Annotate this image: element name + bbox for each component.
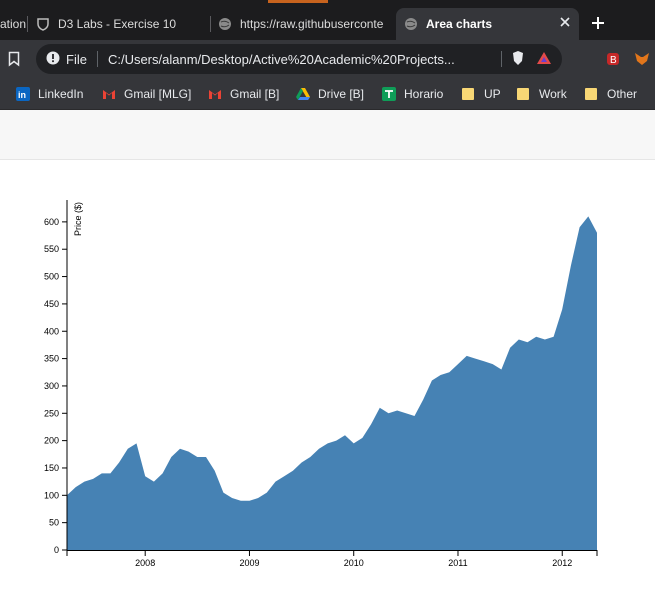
y-tick-label: 200 (44, 436, 59, 446)
x-tick-label: 2008 (135, 558, 155, 568)
bookmark-label: Gmail [MLG] (124, 87, 192, 101)
plot-area (67, 216, 597, 550)
y-tick: 250 (44, 408, 67, 418)
svg-text:in: in (18, 90, 26, 100)
y-axis: 0 50 100 150 200 250 300 350 400 450 500 550 600 (44, 200, 68, 555)
x-tick-label: 2010 (344, 558, 364, 568)
svg-text:B: B (610, 55, 617, 66)
bookmark-linkedin[interactable]: in LinkedIn (16, 84, 83, 104)
y-tick-label: 50 (49, 518, 59, 528)
x-tick: 2011 (448, 550, 468, 568)
drive-icon (296, 87, 310, 101)
y-tick-label: 0 (54, 545, 59, 555)
site-info-label[interactable]: File (66, 51, 87, 67)
x-axis: 2008 2009 2010 2011 2012 (66, 550, 598, 568)
x-tick-label: 2009 (239, 558, 259, 568)
shield-favicon-icon (36, 17, 50, 31)
sheets-icon (382, 87, 396, 101)
address-bar[interactable]: File C:/Users/alanm/Desktop/Active%20Aca… (36, 44, 562, 74)
omnibox-divider (501, 51, 502, 67)
folder-icon (585, 87, 599, 101)
info-icon[interactable] (46, 51, 60, 68)
tab-label: https://raw.githubuserconte (240, 17, 384, 31)
bookmark-gmail-b[interactable]: Gmail [B] (208, 84, 279, 104)
tab-separator (27, 16, 28, 32)
bookmark-drive-b[interactable]: Drive [B] (296, 84, 364, 104)
tab-strip: ation D3 Labs - Exercise 10 https://raw.… (0, 0, 655, 40)
url-text[interactable]: C:/Users/alanm/Desktop/Active%20Academic… (107, 51, 455, 67)
folder-icon (517, 87, 531, 101)
tab-label: Area charts (426, 17, 493, 31)
brave-rewards-icon[interactable] (536, 50, 552, 69)
browser-toolbar: File C:/Users/alanm/Desktop/Active%20Aca… (0, 40, 655, 78)
globe-favicon-icon (404, 17, 418, 31)
bookmark-label: LinkedIn (38, 87, 84, 101)
bookmark-folder-work[interactable]: Work (517, 84, 567, 104)
linkedin-icon: in (16, 87, 30, 101)
tab-raw-github[interactable]: https://raw.githubuserconte (218, 8, 390, 40)
x-tick-label: 2012 (552, 558, 572, 568)
y-tick-label: 300 (44, 381, 59, 391)
y-tick: 600 (44, 217, 67, 227)
tab-separator (210, 16, 211, 32)
y-tick: 200 (44, 436, 67, 446)
extension-b-icon[interactable]: B (606, 52, 620, 71)
bookmark-label: Gmail [B] (230, 87, 280, 101)
y-axis-label: Price ($) (73, 202, 83, 236)
y-tick-label: 100 (44, 490, 59, 500)
bookmark-gmail-mlg[interactable]: Gmail [MLG] (102, 84, 191, 104)
bookmark-folder-up[interactable]: UP (462, 84, 501, 104)
bookmark-label: Other (607, 87, 638, 101)
y-tick-label: 150 (44, 463, 59, 473)
bookmark-star-icon[interactable] (8, 51, 20, 72)
bookmark-label: Work (539, 87, 567, 101)
tab-area-charts[interactable]: Area charts (396, 8, 579, 40)
x-tick: 2009 (239, 550, 259, 568)
y-tick: 50 (49, 518, 67, 528)
globe-favicon-icon (218, 17, 232, 31)
y-tick: 100 (44, 490, 67, 500)
bookmarks-bar: in LinkedIn Gmail [MLG] Gmail [B] Drive … (0, 78, 655, 110)
brave-shield-icon[interactable] (510, 50, 526, 69)
x-tick: 2012 (552, 550, 572, 568)
bookmark-label: UP (484, 87, 501, 101)
y-tick-label: 350 (44, 354, 59, 364)
x-tick-label: 2011 (448, 558, 467, 568)
y-tick-label: 250 (44, 408, 59, 418)
bookmark-horario[interactable]: Horario (382, 84, 443, 104)
y-tick-label: 450 (44, 299, 59, 309)
price-area-series (67, 216, 597, 550)
y-tick: 550 (44, 244, 67, 254)
tab-label: D3 Labs - Exercise 10 (58, 17, 177, 31)
x-tick: 2010 (344, 550, 364, 568)
tab-d3-labs[interactable]: D3 Labs - Exercise 10 (36, 8, 208, 40)
y-tick-label: 600 (44, 217, 59, 227)
folder-icon (462, 87, 476, 101)
area-chart: 0 50 100 150 200 250 300 350 400 450 500 550 600 200… (44, 200, 598, 568)
new-tab-plus-icon[interactable] (590, 15, 606, 36)
bookmark-label: Horario (404, 87, 444, 101)
bookmark-folder-other[interactable]: Other (585, 84, 637, 104)
tab-accent-strip (268, 0, 328, 3)
y-tick: 0 (54, 545, 67, 555)
tab-close-icon[interactable] (559, 16, 571, 31)
tab-partial[interactable]: ation (0, 8, 26, 40)
y-tick: 300 (44, 381, 67, 391)
y-tick: 400 (44, 326, 67, 336)
metamask-fox-icon[interactable] (634, 52, 650, 71)
gmail-icon (208, 87, 222, 101)
page-header-strip (0, 110, 655, 160)
y-tick-label: 400 (44, 326, 59, 336)
y-tick: 500 (44, 272, 67, 282)
y-tick: 150 (44, 463, 67, 473)
tab-label: ation (0, 17, 26, 31)
y-tick-label: 550 (44, 244, 59, 254)
y-tick: 350 (44, 354, 67, 364)
bookmark-label: Drive [B] (318, 87, 365, 101)
y-tick: 450 (44, 299, 67, 309)
y-tick-label: 500 (44, 272, 59, 282)
omnibox-divider (96, 51, 98, 67)
gmail-icon (102, 87, 116, 101)
x-tick: 2008 (135, 550, 155, 568)
